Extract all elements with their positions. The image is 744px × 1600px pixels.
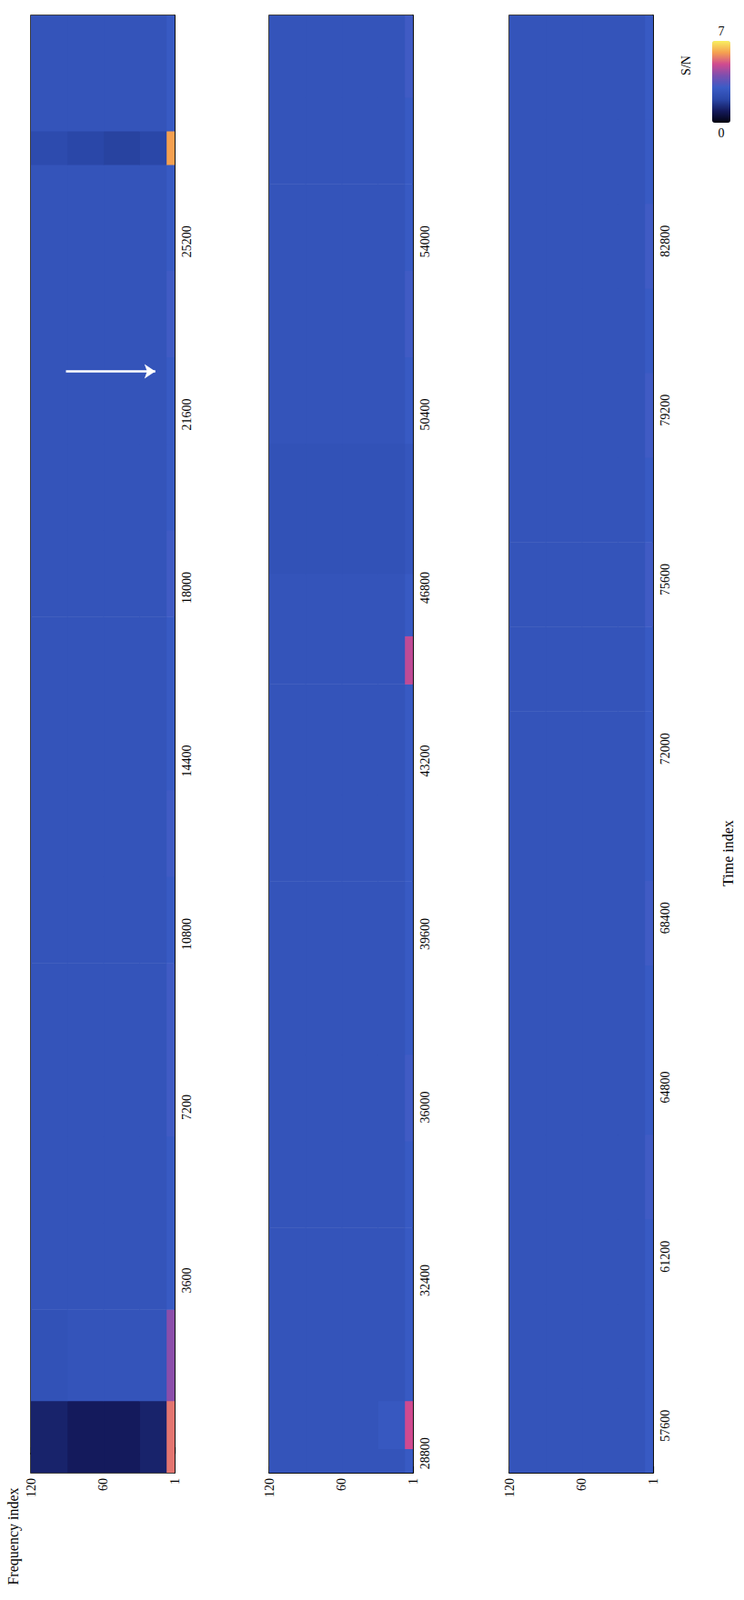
svg-text:39600: 39600 (418, 918, 433, 951)
svg-text:Frequency index: Frequency index (5, 1488, 22, 1586)
svg-text:18000: 18000 (180, 572, 194, 604)
svg-text:50400: 50400 (418, 399, 433, 432)
svg-text:3600: 3600 (180, 1267, 194, 1294)
svg-text:120: 120 (502, 1478, 517, 1499)
svg-text:60: 60 (334, 1478, 349, 1492)
svg-text:1: 1 (168, 1478, 182, 1486)
svg-text:0: 0 (718, 126, 725, 141)
svg-text:75600: 75600 (658, 563, 673, 596)
svg-text:1: 1 (406, 1478, 421, 1486)
svg-text:60: 60 (574, 1478, 589, 1492)
svg-text:36000: 36000 (418, 1091, 433, 1124)
svg-text:S/N: S/N (679, 55, 694, 76)
svg-text:10800: 10800 (180, 918, 194, 951)
svg-text:120: 120 (262, 1478, 277, 1499)
svg-text:64800: 64800 (658, 1071, 673, 1104)
svg-text:28800: 28800 (418, 1437, 433, 1470)
svg-text:61200: 61200 (658, 1241, 673, 1274)
svg-text:7200: 7200 (180, 1095, 194, 1121)
svg-text:25200: 25200 (180, 225, 194, 258)
svg-text:82800: 82800 (658, 225, 673, 258)
svg-text:54000: 54000 (418, 225, 433, 258)
svg-text:60: 60 (96, 1478, 111, 1492)
svg-text:68400: 68400 (658, 902, 673, 935)
svg-text:46800: 46800 (418, 572, 433, 604)
svg-text:32400: 32400 (418, 1265, 433, 1297)
svg-text:Time index: Time index (720, 820, 736, 887)
svg-text:1: 1 (646, 1478, 661, 1486)
svg-text:57600: 57600 (658, 1410, 673, 1443)
svg-text:72000: 72000 (658, 733, 673, 765)
svg-text:79200: 79200 (658, 394, 673, 427)
svg-text:120: 120 (24, 1478, 39, 1499)
svg-text:7: 7 (718, 24, 725, 39)
svg-text:14400: 14400 (180, 745, 194, 778)
svg-text:43200: 43200 (418, 745, 433, 778)
svg-text:21600: 21600 (180, 399, 194, 432)
